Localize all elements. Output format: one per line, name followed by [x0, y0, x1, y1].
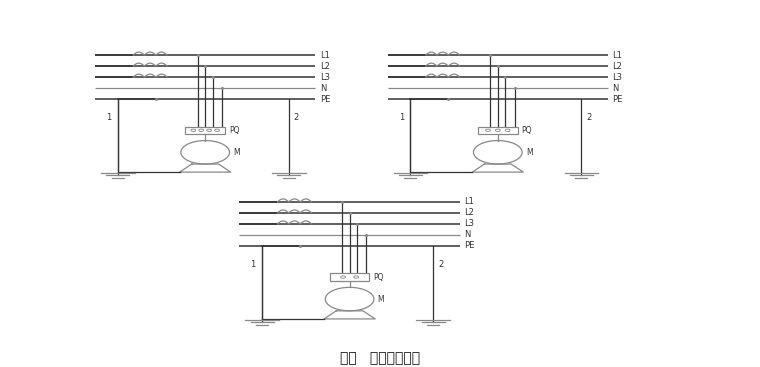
Text: PQ: PQ [229, 126, 239, 135]
Text: PE: PE [464, 241, 475, 250]
Bar [478, 127, 518, 134]
Text: 2: 2 [587, 113, 591, 122]
Text: L3: L3 [464, 219, 474, 228]
Text: PE: PE [320, 95, 331, 103]
Text: L3: L3 [320, 73, 330, 81]
Text: PQ: PQ [373, 273, 384, 281]
Text: 2: 2 [439, 260, 443, 269]
Text: 图二   漏电接线示意: 图二 漏电接线示意 [340, 351, 420, 365]
Text: L1: L1 [320, 51, 330, 59]
Text: L1: L1 [613, 51, 622, 59]
Text: 1: 1 [106, 113, 111, 122]
Text: M: M [526, 148, 533, 157]
Text: L3: L3 [613, 73, 622, 81]
Text: L2: L2 [320, 62, 330, 70]
Text: 1: 1 [399, 113, 404, 122]
Text: PE: PE [613, 95, 623, 103]
Text: N: N [320, 84, 326, 92]
Text: M: M [378, 295, 385, 304]
Text: L2: L2 [613, 62, 622, 70]
Text: N: N [613, 84, 619, 92]
Text: M: M [233, 148, 240, 157]
Text: L1: L1 [464, 197, 474, 206]
Text: PQ: PQ [521, 126, 532, 135]
Text: N: N [464, 230, 470, 239]
Bar [330, 273, 369, 281]
Bar [185, 127, 225, 134]
Text: 2: 2 [294, 113, 299, 122]
Text: 1: 1 [251, 260, 255, 269]
Text: L2: L2 [464, 208, 474, 217]
